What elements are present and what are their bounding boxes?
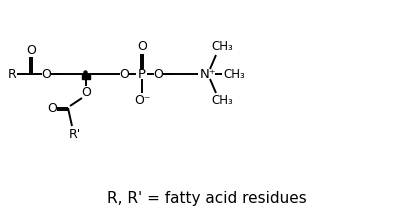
Text: O⁻: O⁻ bbox=[134, 95, 150, 107]
Text: N⁺: N⁺ bbox=[200, 67, 216, 81]
Text: O: O bbox=[119, 67, 129, 81]
Text: P: P bbox=[138, 67, 146, 81]
Text: O: O bbox=[81, 86, 91, 99]
Text: O: O bbox=[41, 67, 51, 81]
Text: CH₃: CH₃ bbox=[211, 95, 233, 107]
Text: R': R' bbox=[69, 127, 81, 141]
Text: CH₃: CH₃ bbox=[223, 67, 245, 81]
Text: R: R bbox=[7, 67, 16, 81]
Text: O: O bbox=[137, 40, 147, 53]
Text: O: O bbox=[153, 67, 163, 81]
Text: CH₃: CH₃ bbox=[211, 40, 233, 53]
Text: O: O bbox=[47, 102, 57, 116]
Text: R, R' = fatty acid residues: R, R' = fatty acid residues bbox=[107, 191, 307, 205]
Text: O: O bbox=[26, 43, 36, 57]
